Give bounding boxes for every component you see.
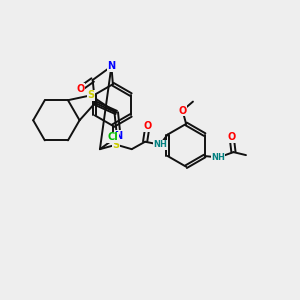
Text: O: O bbox=[76, 84, 84, 94]
Text: NH: NH bbox=[211, 153, 225, 162]
Text: O: O bbox=[143, 121, 152, 131]
Text: N: N bbox=[107, 61, 116, 71]
Text: Cl: Cl bbox=[107, 132, 118, 142]
Text: NH: NH bbox=[153, 140, 167, 149]
Text: S: S bbox=[113, 140, 120, 150]
Text: S: S bbox=[87, 90, 94, 100]
Text: O: O bbox=[228, 132, 236, 142]
Text: N: N bbox=[115, 130, 123, 140]
Text: O: O bbox=[178, 106, 187, 116]
